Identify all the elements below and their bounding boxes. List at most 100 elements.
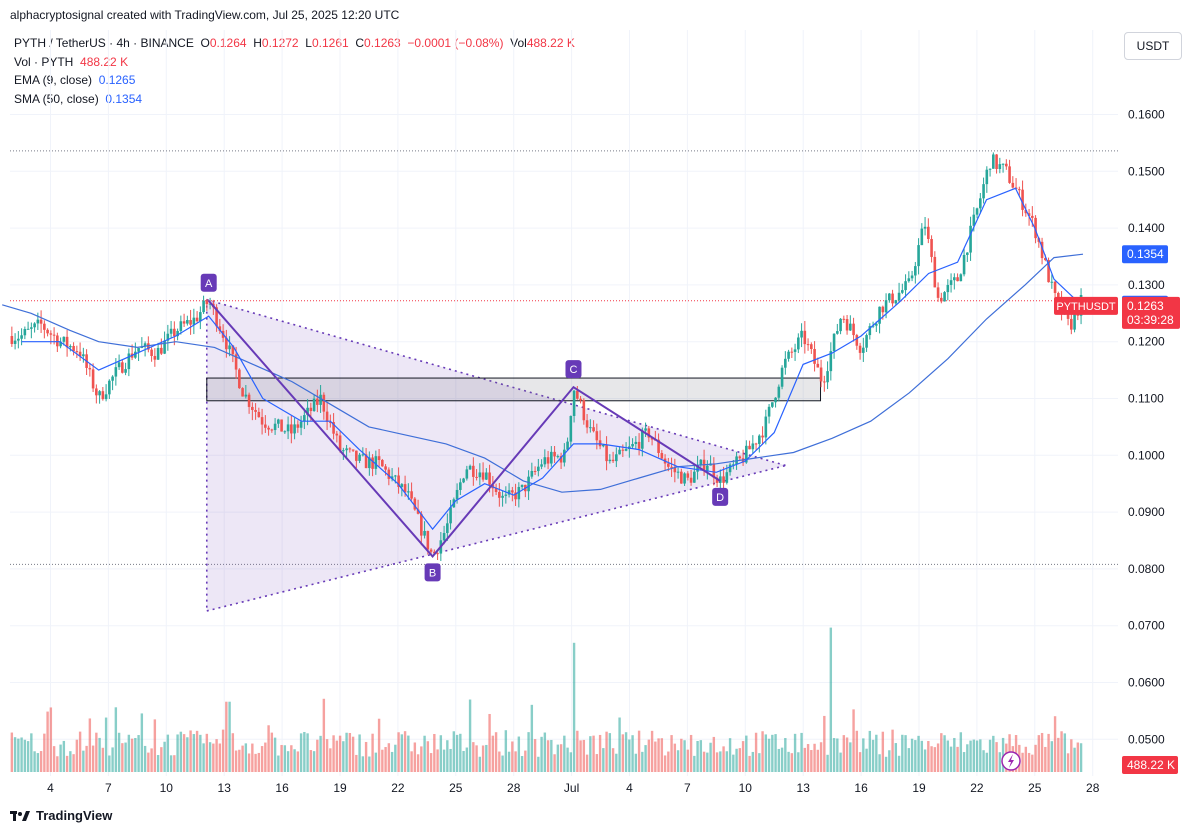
volume-bar — [17, 738, 20, 772]
volume-bar — [871, 739, 875, 772]
volume-bar — [130, 738, 134, 772]
candle-body — [589, 427, 592, 429]
volume-bar — [689, 734, 693, 772]
candle-body — [244, 394, 248, 397]
volume-bar — [608, 733, 612, 772]
volume-bar — [533, 739, 537, 772]
volume-bar — [212, 743, 215, 772]
candle-body — [381, 459, 384, 467]
candle-body — [423, 530, 426, 536]
candle-body — [689, 477, 693, 483]
candle-body — [30, 327, 33, 329]
price-tick-label: 0.1600 — [1128, 108, 1165, 122]
volume-bar — [478, 756, 482, 772]
volume-bar — [384, 747, 387, 772]
candle-body — [631, 443, 634, 447]
candle-body — [10, 336, 14, 344]
volume-bar — [923, 749, 927, 772]
pattern-point-b: B — [424, 563, 441, 582]
volume-bar — [351, 736, 355, 772]
brand-label: TradingView — [36, 808, 113, 823]
candle-body — [156, 347, 160, 360]
candle-body — [1001, 163, 1005, 165]
volume-bar — [663, 755, 667, 772]
volume-bar — [407, 735, 410, 772]
candle-body — [988, 168, 992, 170]
volume-bar — [140, 713, 144, 772]
volume-bar — [374, 752, 378, 772]
candle-body — [517, 486, 521, 500]
volume-bar — [241, 745, 244, 772]
candle-body — [826, 371, 829, 383]
currency-selector[interactable]: USDT — [1124, 32, 1182, 60]
candle-body — [182, 321, 186, 324]
volume-bar — [878, 754, 881, 772]
candle-body — [748, 445, 751, 450]
candle-body — [234, 354, 238, 370]
candle-body — [163, 340, 166, 354]
volume-bar — [192, 734, 196, 772]
volume-bar — [335, 740, 339, 772]
volume-bar — [975, 740, 979, 772]
volume-bar — [702, 751, 706, 772]
candle-body — [322, 394, 326, 412]
lightning-icon[interactable] — [1001, 751, 1021, 771]
volume-bar — [316, 739, 319, 772]
candle-body — [940, 297, 943, 302]
close-value: 0.1263 — [364, 36, 401, 50]
volume-bar — [969, 740, 972, 772]
candle-body — [875, 323, 878, 326]
vol-value: 488.22 K — [526, 36, 575, 50]
candle-body — [91, 369, 95, 389]
sma-indicator-row[interactable]: SMA (50, close) 0.1354 — [14, 90, 575, 109]
volume-bar — [943, 735, 946, 772]
volume-bar — [452, 731, 456, 772]
candle-body — [429, 549, 433, 552]
candle-body — [546, 457, 550, 464]
time-tick-label: 7 — [105, 781, 112, 795]
volume-bar — [390, 751, 394, 772]
price-tick-label: 0.1500 — [1128, 164, 1165, 178]
volume-bar — [605, 731, 608, 772]
ema-indicator-row[interactable]: EMA (9, close) 0.1265 — [14, 71, 575, 90]
candle-body — [338, 435, 342, 451]
candle-body — [65, 336, 69, 348]
candle-body — [114, 367, 118, 377]
volume-bar — [69, 751, 72, 772]
time-axis: 4 7 10 13 16 19 22 25 28 Jul 4 7 10 13 16 19 22 25 28 — [47, 781, 1100, 795]
candle-body — [975, 208, 979, 215]
candle-body — [56, 335, 59, 347]
volume-bar — [62, 740, 66, 772]
candle-body — [553, 451, 556, 457]
candle-body — [368, 457, 371, 469]
candle-body — [1018, 189, 1021, 191]
tradingview-brand[interactable]: TradingView — [10, 808, 112, 823]
volume-bar — [790, 753, 794, 772]
pattern-badge — [712, 487, 729, 506]
volume-bar — [205, 733, 209, 772]
volume-indicator-row[interactable]: Vol · PYTH 488.22 K — [14, 53, 575, 72]
candle-body — [95, 388, 98, 396]
volume-bar — [1073, 747, 1076, 772]
candle-body — [858, 345, 862, 353]
volume-bar — [670, 735, 673, 772]
candle-body — [1044, 258, 1047, 261]
candle-body — [969, 225, 972, 253]
candle-body — [715, 477, 719, 483]
volume-bar — [293, 749, 296, 772]
volume-bar — [1037, 735, 1041, 772]
volume-bar — [1070, 739, 1073, 772]
candle-body — [290, 424, 293, 434]
volume-bar — [1044, 746, 1047, 772]
candle-body — [143, 343, 147, 347]
symbol-label[interactable]: PYTH / TetherUS · 4h · BINANCE — [14, 36, 194, 50]
volume-bar — [894, 743, 898, 772]
candle-body — [888, 293, 891, 301]
time-tick-label: 4 — [47, 781, 54, 795]
volume-bar — [576, 730, 579, 772]
candle-body — [101, 391, 105, 400]
volume-bar — [537, 756, 540, 772]
candle-body — [218, 326, 222, 331]
